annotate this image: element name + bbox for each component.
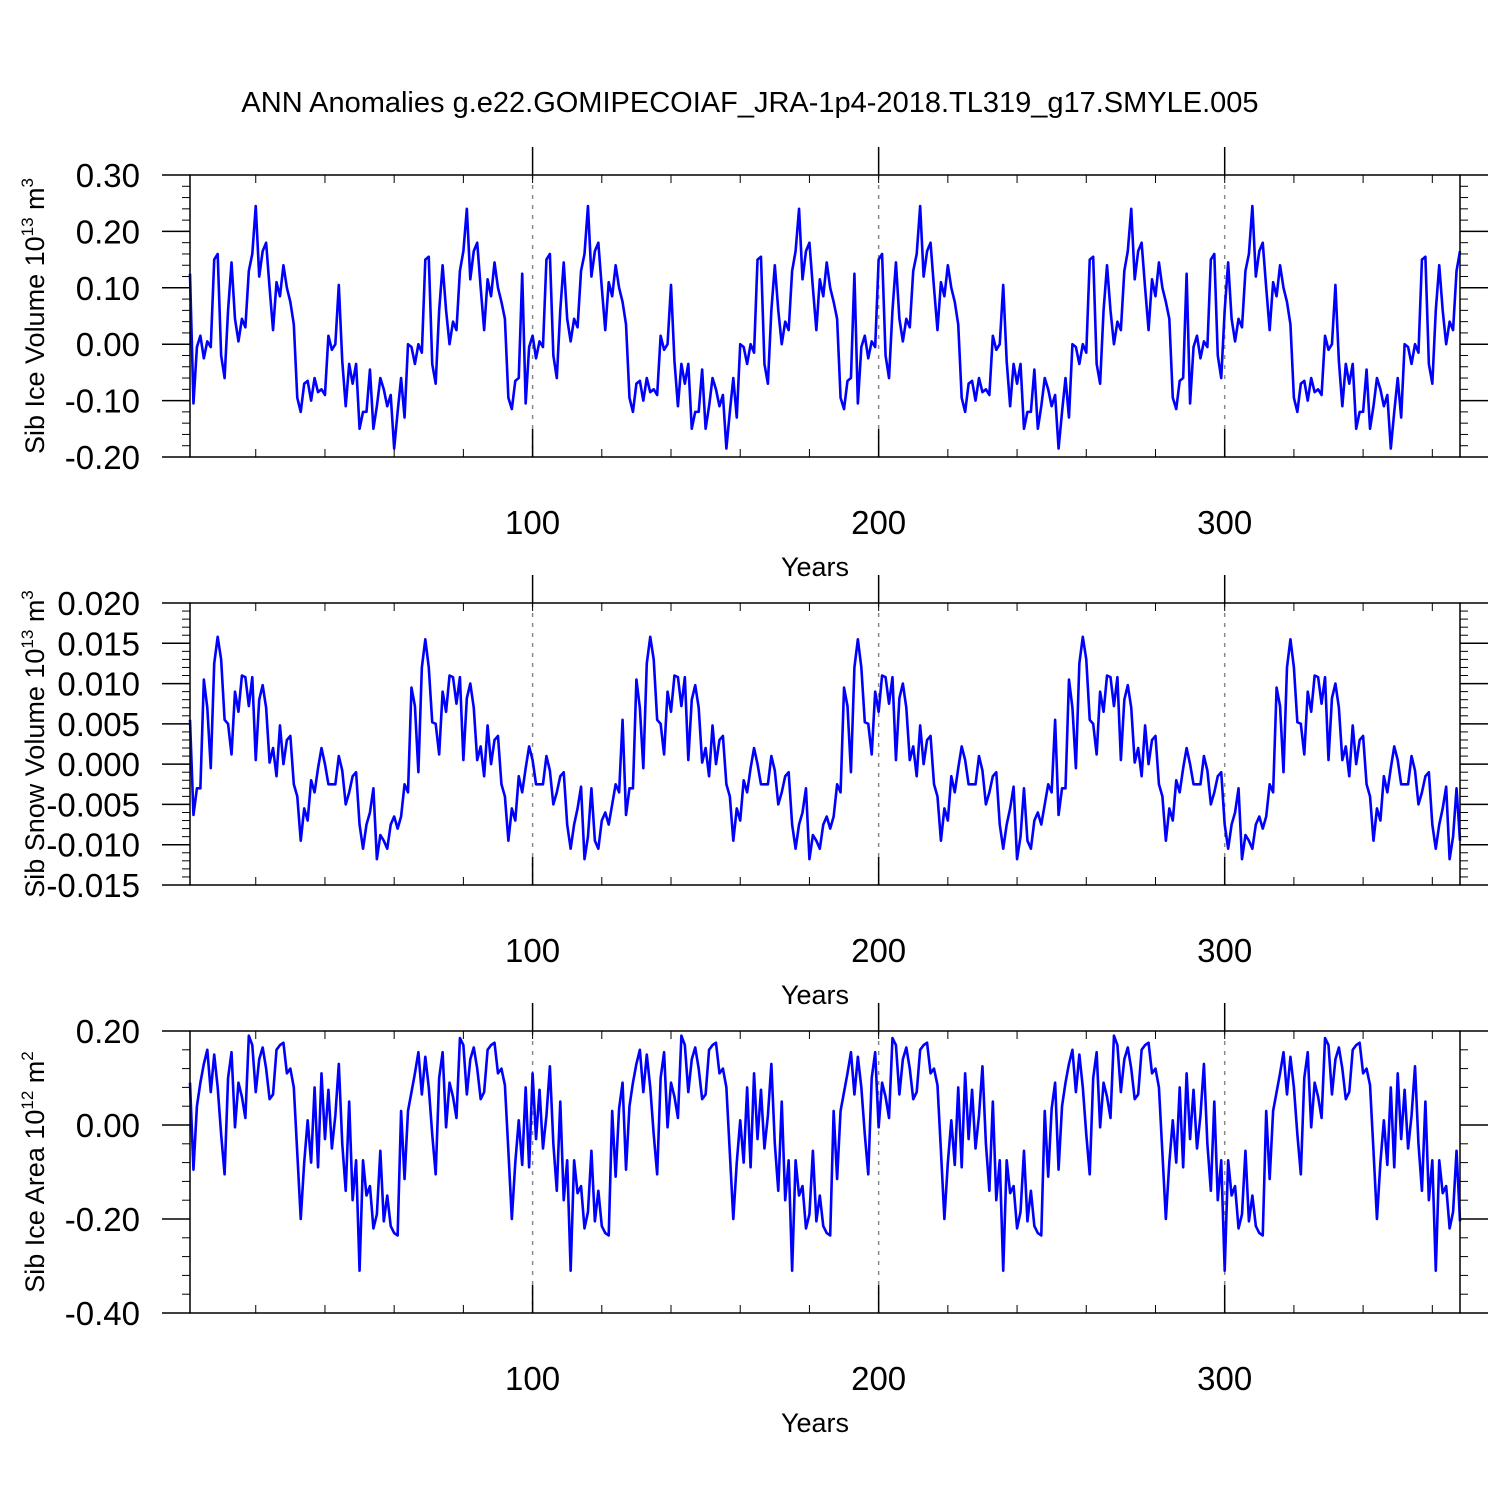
chart-title: ANN Anomalies g.e22.GOMIPECOIAF_JRA-1p4-… — [241, 87, 1258, 119]
panel-1-y-axis-label-unit: m — [20, 187, 50, 217]
panel-1-y-tick-label: -0.20 — [65, 439, 140, 476]
panel-2-x-tick-label: 100 — [505, 932, 560, 969]
panel-3-y-tick-label: 0.20 — [76, 1013, 140, 1050]
panel-2-series-line — [188, 635, 1462, 861]
panel-3-x-tick-label: 100 — [505, 1360, 560, 1397]
panel-1-frame — [189, 174, 1461, 458]
panel-2-x-tick-label: 200 — [851, 932, 906, 969]
panel-2-frame — [189, 602, 1461, 886]
panel-2-y-tick-label: -0.015 — [46, 867, 140, 904]
panel-1-y-axis-label-exponent: 13 — [18, 217, 37, 236]
panel-1-y-tick-label: 0.20 — [76, 213, 140, 250]
panel-3-y-axis-label-exponent: 12 — [18, 1091, 37, 1110]
panel-2-y-axis-label-text: Sib Snow Volume 10 — [20, 649, 50, 898]
panel-3-y-tick-label: -0.20 — [65, 1201, 140, 1238]
panel-1-y-axis-label-unit-exponent: 3 — [18, 178, 37, 187]
panel-2-x-axis-label: Years — [781, 980, 849, 1010]
panel-1-y-tick-label: 0.30 — [76, 157, 140, 194]
panel-2-y-axis-label-exponent: 13 — [18, 630, 37, 649]
panel-2-y-tick-label: 0.000 — [57, 746, 140, 783]
panel-3: -0.40 -0.20 0.00 0.20 100 200 300 Years Sib Ice … — [18, 1003, 1488, 1438]
panel-3-x-tick-label: 300 — [1197, 1360, 1252, 1397]
panel-3-y-axis-label-unit-exponent: 2 — [18, 1051, 37, 1060]
panel-3-y-tick-label: 0.00 — [76, 1107, 140, 1144]
panel-2-y-tick-label: 0.015 — [57, 625, 140, 662]
panel-1-y-axis-label: Sib Ice Volume 1013 m3 — [18, 178, 50, 454]
panel-1-series-line — [188, 204, 1462, 450]
panel-3-x-axis-label: Years — [781, 1408, 849, 1438]
panel-2-y-axis-label-unit-exponent: 3 — [18, 590, 37, 599]
panel-2-y-tick-label: 0.020 — [57, 585, 140, 622]
panel-1-x-axis-label: Years — [781, 552, 849, 582]
panel-2-y-axis-label-unit: m — [20, 600, 50, 630]
panel-2-y-tick-label: -0.010 — [46, 827, 140, 864]
panel-3-y-axis-label-text: Sib Ice Area 10 — [20, 1110, 50, 1293]
panel-3-frame — [189, 1030, 1461, 1314]
panel-1-x-tick-label: 100 — [505, 504, 560, 541]
panel-2-y-tick-label: -0.005 — [46, 786, 140, 823]
panel-3-series-line — [188, 1034, 1462, 1272]
panel-1-x-tick-label: 200 — [851, 504, 906, 541]
panel-2-x-tick-label: 300 — [1197, 932, 1252, 969]
panel-2-y-axis-label: Sib Snow Volume 1013 m3 — [18, 590, 50, 898]
panel-1-x-tick-label: 300 — [1197, 504, 1252, 541]
panel-2-y-tick-label: 0.005 — [57, 706, 140, 743]
panel-1-y-axis-label-text: Sib Ice Volume 10 — [20, 236, 50, 454]
panel-2-y-tick-label: 0.010 — [57, 666, 140, 703]
panel-1: -0.20 -0.10 0.00 0.10 0.20 0.30 100 200 300 Years… — [18, 147, 1488, 582]
panel-3-x-tick-label: 200 — [851, 1360, 906, 1397]
panel-1-y-tick-label: 0.00 — [76, 326, 140, 363]
panel-1-y-tick-label: 0.10 — [76, 270, 140, 307]
panel-3-y-tick-label: -0.40 — [65, 1295, 140, 1332]
panel-3-y-axis-label-unit: m — [20, 1061, 50, 1091]
panel-3-y-axis-label: Sib Ice Area 1012 m2 — [18, 1051, 50, 1293]
panels: -0.20 -0.10 0.00 0.10 0.20 0.30 100 200 300 Years… — [18, 147, 1488, 1438]
panel-1-y-tick-label: -0.10 — [65, 383, 140, 420]
